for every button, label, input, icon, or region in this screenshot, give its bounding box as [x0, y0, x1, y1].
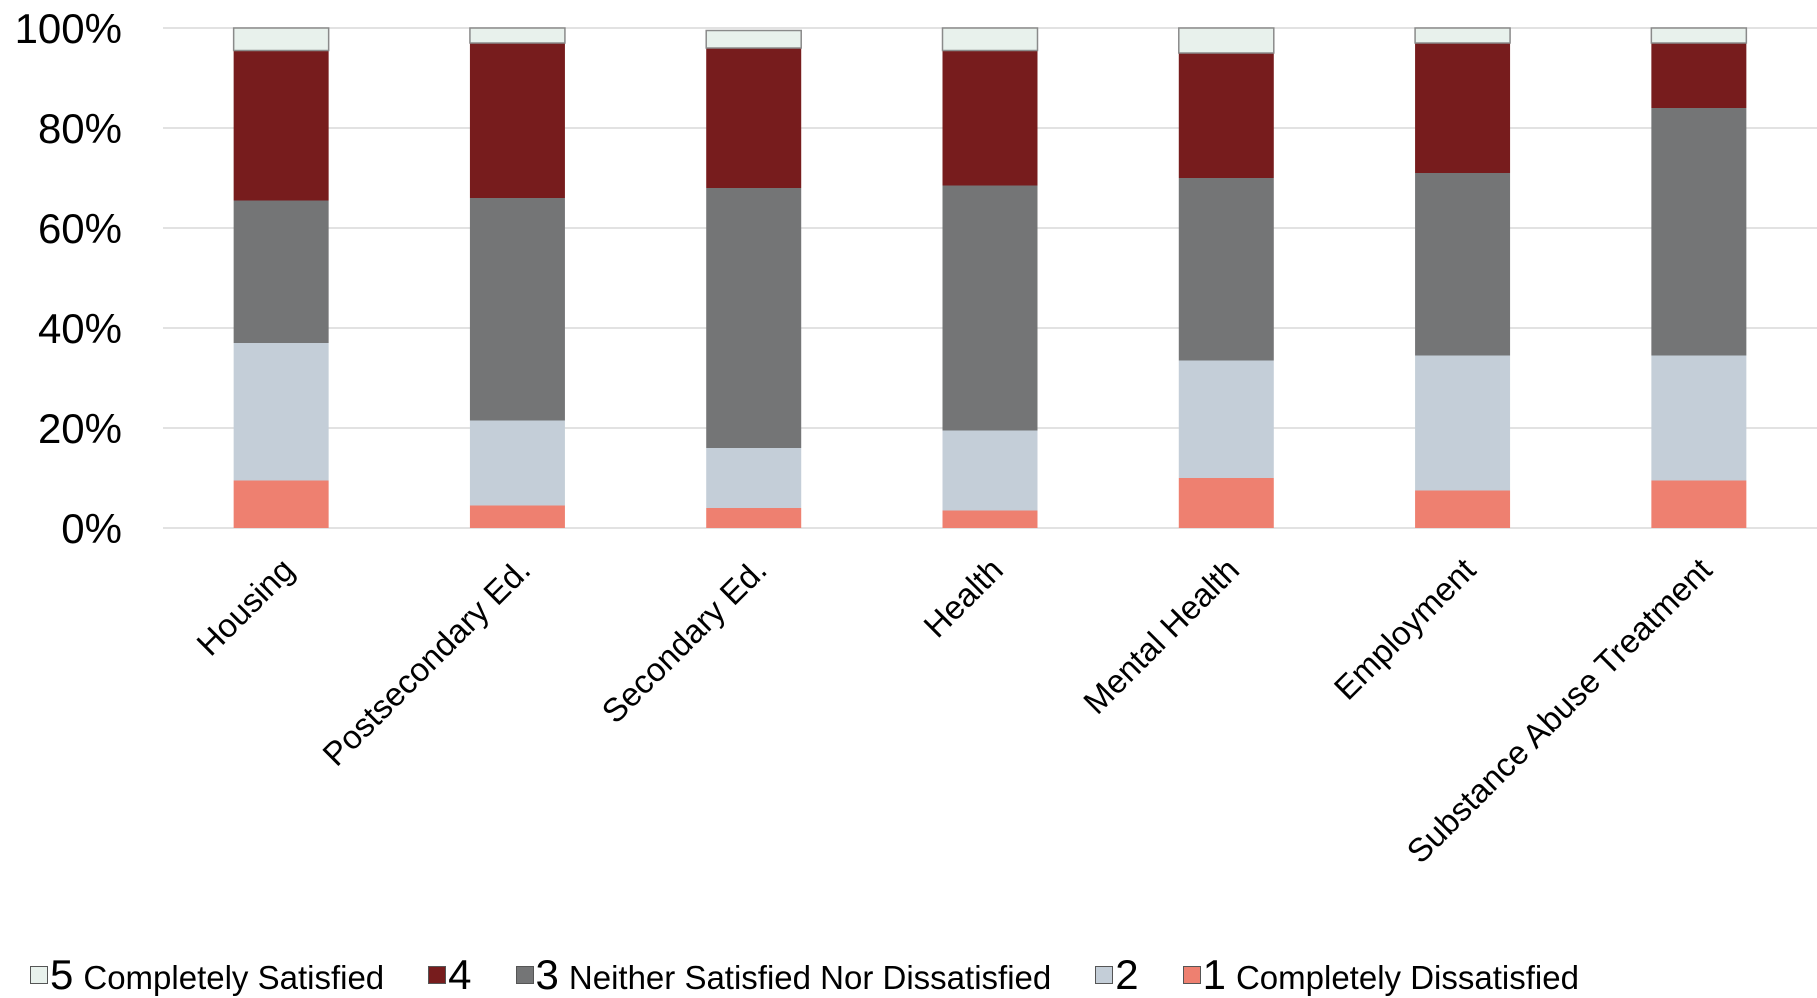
- bar-segment: [706, 188, 802, 448]
- bar-segment: [706, 48, 802, 188]
- legend-item: 5 Completely Satisfied: [30, 950, 385, 998]
- legend-item: 2: [1095, 950, 1139, 998]
- bar-segment: [1651, 355, 1747, 481]
- bar-segment: [1650, 27, 1748, 44]
- bar-segment: [1651, 480, 1747, 528]
- y-tick-label: 60%: [38, 205, 122, 252]
- legend-label: 4: [448, 950, 472, 998]
- legend-number: 5: [50, 950, 74, 998]
- legend-swatch: [30, 965, 48, 984]
- legend-swatch: [1182, 965, 1201, 984]
- bar-segment: [1415, 490, 1511, 528]
- bar-segment: [233, 50, 329, 201]
- x-category-label: Housing: [189, 551, 301, 663]
- bar-segment: [1178, 360, 1274, 478]
- legend-label: 5 Completely Satisfied: [50, 950, 385, 998]
- legend-text: Completely Satisfied: [83, 958, 385, 996]
- stacked-bar-chart: 0% 20% 40% 60% 80% 100% Housing Postsecondary …: [15, 5, 1817, 870]
- bar-segment: [942, 510, 1038, 528]
- bar-segment: [469, 27, 566, 44]
- bar-segment: [1178, 27, 1275, 54]
- bar-segment: [1414, 27, 1511, 44]
- x-category-label: Health: [916, 551, 1010, 645]
- bar-segment: [233, 480, 329, 528]
- bar-stack: [941, 27, 1039, 528]
- legend-swatch: [515, 965, 534, 984]
- bar-segment: [1178, 53, 1274, 178]
- legend-item: 1 Completely Dissatisfied: [1182, 950, 1579, 998]
- x-category-label: Employment: [1327, 551, 1483, 707]
- bar-segment: [1651, 108, 1747, 356]
- bar-segment: [233, 343, 329, 481]
- bar-segment: [1651, 43, 1747, 108]
- bar-segment: [942, 50, 1038, 186]
- legend-number: 1: [1202, 950, 1226, 998]
- y-tick-label: 80%: [38, 105, 122, 152]
- bar-stack: [232, 27, 330, 528]
- bar-segment: [942, 185, 1038, 431]
- legend-text: Completely Dissatisfied: [1235, 958, 1579, 996]
- bar-segment: [469, 505, 565, 528]
- x-category-label: Postsecondary Ed.: [315, 551, 537, 773]
- legend: 5 Completely Satisfied 4 3 Neither Satisfied…: [30, 952, 1579, 997]
- y-axis-tick-labels: 0% 20% 40% 60% 80% 100%: [15, 5, 122, 552]
- x-category-label: Secondary Ed.: [594, 551, 773, 730]
- legend-label: 2: [1115, 950, 1139, 998]
- bar-segment: [1415, 173, 1511, 356]
- bar-segment: [706, 448, 802, 508]
- bar-segment: [1415, 43, 1511, 173]
- legend-swatch: [1095, 965, 1114, 984]
- x-axis-category-labels: Housing Postsecondary Ed. Secondary Ed. Hea…: [189, 551, 1718, 870]
- legend-item: 4: [428, 950, 472, 998]
- x-category-label: Mental Health: [1076, 551, 1246, 721]
- legend-number: 2: [1115, 950, 1139, 998]
- bar-segment: [469, 43, 565, 198]
- legend-number: 4: [448, 950, 472, 998]
- bar-segment: [941, 27, 1039, 52]
- y-tick-label: 100%: [15, 5, 122, 52]
- legend-text: Neither Satisfied Nor Dissatisfied: [568, 958, 1052, 996]
- bar-segment: [233, 200, 329, 343]
- bar-segment: [469, 420, 565, 506]
- bar-segment: [1415, 355, 1511, 491]
- bar-segment: [232, 27, 330, 52]
- bar-segment: [469, 198, 565, 421]
- bar-stack: [705, 29, 802, 528]
- bar-stack: [469, 27, 566, 528]
- legend-item: 3 Neither Satisfied Nor Dissatisfied: [515, 950, 1052, 998]
- y-tick-label: 40%: [38, 305, 122, 352]
- bar-stack: [1650, 27, 1748, 528]
- legend-number: 3: [535, 950, 559, 998]
- bar-stack: [1178, 27, 1275, 528]
- bar-segment: [942, 430, 1038, 511]
- legend-swatch: [428, 965, 447, 984]
- bars: [232, 27, 1748, 528]
- bar-segment: [705, 29, 802, 49]
- bar-stack: [1414, 27, 1511, 528]
- bar-segment: [1178, 478, 1274, 528]
- y-tick-label: 20%: [38, 405, 122, 452]
- legend-label: 3 Neither Satisfied Nor Dissatisfied: [535, 950, 1052, 998]
- legend-label: 1 Completely Dissatisfied: [1202, 950, 1579, 998]
- bar-segment: [706, 508, 802, 528]
- y-tick-label: 0%: [61, 505, 122, 552]
- bar-segment: [1178, 178, 1274, 361]
